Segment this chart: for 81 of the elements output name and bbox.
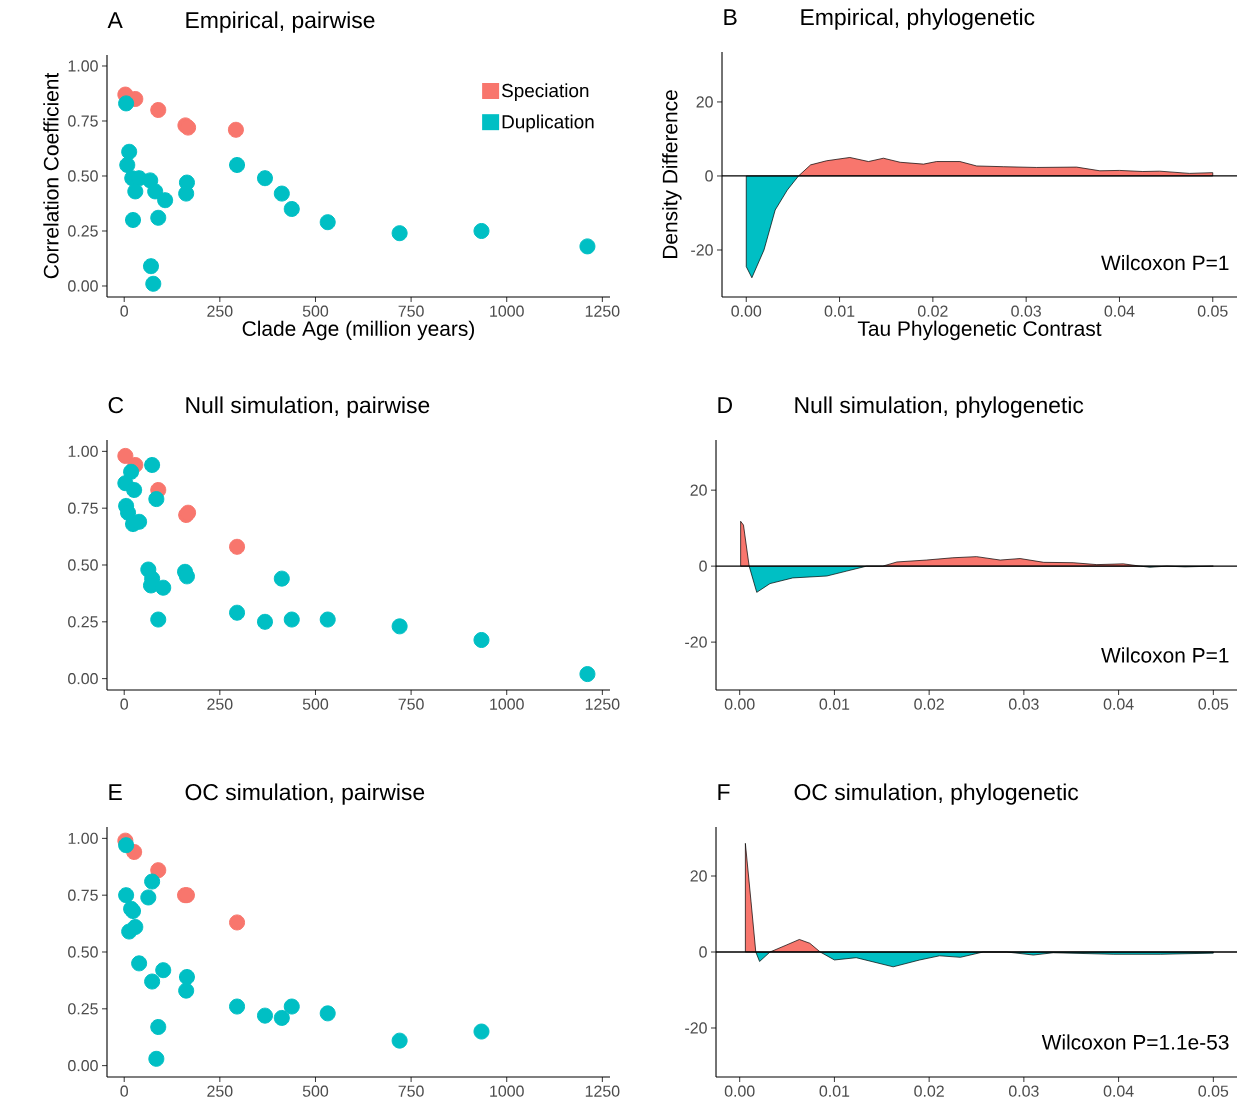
y-tick-label: 0.00 — [68, 1060, 98, 1072]
x-tick-label: 0.03 — [1008, 1085, 1039, 1097]
x-tick-label: 0.05 — [1198, 698, 1229, 710]
chart-title: Null simulation, phylogenetic — [795, 396, 1084, 418]
x-tick-label: 500 — [302, 698, 329, 710]
y-tick-label: 20 — [690, 484, 707, 496]
x-tick-label: 250 — [207, 698, 233, 710]
chart-title: Null simulation, pairwise — [186, 396, 430, 418]
y-tick-label: 1.00 — [68, 832, 98, 844]
y-tick-label: 20 — [696, 96, 713, 108]
x-tick-label: 0.04 — [1104, 305, 1135, 317]
x-tick-label: 0.00 — [731, 305, 762, 317]
x-tick-label: 1250 — [585, 698, 620, 710]
y-tick-label: 1.00 — [68, 60, 98, 72]
annotation: Wilcoxon P=1.1e-53 — [1041, 1034, 1229, 1050]
y-tick-label: 1.00 — [68, 445, 98, 457]
x-tick-label: 1250 — [585, 305, 620, 317]
x-tick-label: 0.02 — [917, 305, 948, 317]
y-tick-label: 20 — [690, 870, 707, 882]
x-tick-label: 250 — [207, 305, 233, 317]
y-tick-label: 0.25 — [68, 225, 98, 237]
text: F — [718, 784, 730, 800]
x-tick-label: 0.00 — [724, 698, 755, 710]
x-tick-label: 0.04 — [1103, 1085, 1134, 1097]
x-tick-label: 750 — [398, 305, 424, 317]
legend-label: Duplication — [502, 114, 594, 133]
x-axis-title: Tau Phylogenetic Contrast — [857, 320, 1102, 341]
x-tick-label: 1000 — [490, 698, 524, 710]
legend-label: Speciation — [501, 83, 589, 102]
y-tick-label: 0.00 — [68, 280, 98, 292]
x-tick-label: 0.00 — [724, 1085, 755, 1097]
x-tick-label: 0.05 — [1198, 1085, 1229, 1097]
x-tick-label: 0.01 — [824, 305, 855, 317]
y-tick-label: 0.50 — [68, 170, 98, 182]
y-tick-label: 0 — [699, 560, 707, 572]
x-tick-label: 0 — [120, 698, 129, 710]
x-axis-title: Clade Age (million years) — [242, 320, 474, 341]
x-tick-label: 0.03 — [1008, 698, 1039, 710]
x-tick-label: 1250 — [585, 1085, 620, 1097]
x-tick-label: 1000 — [490, 1085, 524, 1097]
y-tick-label: 0 — [705, 170, 713, 182]
y-tick-label: 0.75 — [68, 889, 98, 901]
y-tick-label: 0.00 — [68, 672, 98, 685]
chart-title: Empirical, pairwise — [186, 11, 375, 33]
x-tick-label: 500 — [302, 1085, 329, 1097]
chart-title: OC simulation, pairwise — [185, 783, 425, 805]
x-tick-label: 0.01 — [819, 698, 850, 710]
y-tick-label: 0.75 — [68, 115, 98, 127]
annotation: Wilcoxon P=1 — [1101, 647, 1229, 663]
y-axis-title: Correlation Coefficient — [43, 72, 59, 279]
y-tick-label: 0.75 — [68, 502, 98, 514]
x-tick-label: 0.02 — [914, 698, 944, 710]
text: A — [107, 12, 123, 28]
chart-title: OC simulation, phylogenetic — [794, 783, 1079, 805]
x-tick-label: 0.02 — [914, 1085, 944, 1097]
x-tick-label: 1000 — [490, 305, 524, 317]
y-tick-label: 0.50 — [68, 559, 98, 571]
text: C — [108, 396, 124, 414]
x-tick-label: 0 — [120, 305, 129, 317]
y-tick-label: -20 — [685, 636, 707, 648]
text: E — [109, 784, 122, 800]
chart-title: Empirical, phylogenetic — [801, 8, 1035, 30]
y-tick-label: -20 — [685, 1022, 707, 1034]
y-tick-label: 0.25 — [68, 616, 98, 628]
annotation: Wilcoxon P=1 — [1101, 254, 1229, 271]
text: B — [724, 9, 737, 25]
text: D — [718, 397, 732, 413]
x-tick-label: 500 — [302, 305, 329, 317]
y-axis-title: Density Difference — [662, 90, 682, 259]
x-tick-label: 0.01 — [819, 1085, 850, 1097]
x-tick-label: 750 — [398, 698, 424, 710]
y-tick-label: 0.50 — [68, 946, 98, 958]
x-tick-label: 0 — [120, 1085, 129, 1097]
x-tick-label: 750 — [398, 1085, 424, 1097]
x-tick-label: 0.03 — [1011, 305, 1041, 317]
y-tick-label: 0 — [699, 946, 707, 958]
x-tick-label: 250 — [207, 1085, 233, 1097]
x-tick-label: 0.04 — [1103, 698, 1134, 710]
y-tick-label: 0.25 — [68, 1003, 98, 1015]
y-tick-label: -20 — [691, 244, 713, 256]
x-tick-label: 0.05 — [1197, 305, 1228, 317]
